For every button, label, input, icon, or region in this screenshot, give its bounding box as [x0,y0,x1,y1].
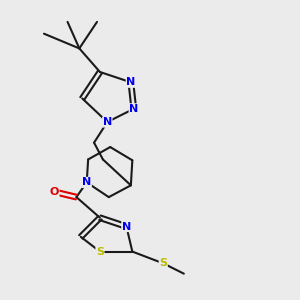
Text: N: N [126,77,136,87]
Text: O: O [50,187,59,197]
Text: N: N [129,104,138,114]
Text: N: N [103,117,112,127]
Text: N: N [82,177,91,188]
Text: S: S [96,247,104,256]
Text: S: S [159,258,167,268]
Text: N: N [122,222,131,232]
